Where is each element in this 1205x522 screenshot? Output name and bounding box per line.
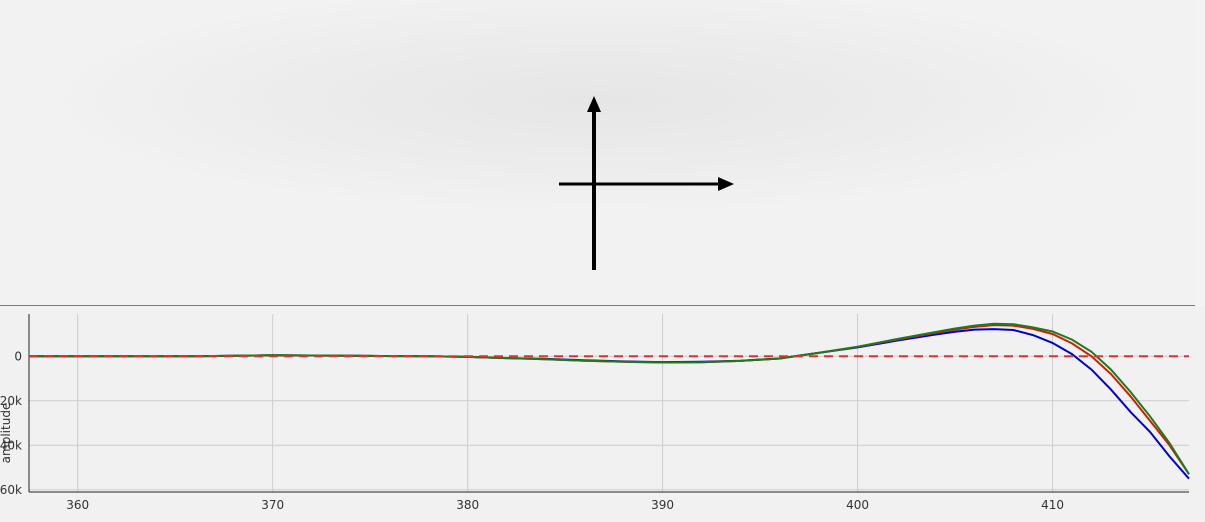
viewport-pane[interactable]	[0, 0, 1195, 305]
series-line-green	[29, 322, 1190, 475]
x-tick-label: 370	[261, 498, 284, 512]
pane-divider[interactable]	[0, 305, 1195, 306]
chart-pane[interactable]: 360 370 380 390 400 410 0 20k 40k 60k amplitude	[0, 306, 1205, 522]
y-tick-label: 60k	[0, 483, 22, 497]
y-axis-label: amplitude	[0, 403, 13, 464]
x-tick-label: 360	[66, 498, 89, 512]
gizmo-right-arrow-icon[interactable]	[718, 177, 734, 191]
chart-grid	[29, 314, 1189, 492]
y-tick-label: 20k	[0, 394, 22, 408]
chart-axes	[28, 314, 1189, 493]
transform-gizmo[interactable]	[0, 0, 1195, 305]
x-tick-label: 400	[846, 498, 869, 512]
x-tick-label: 410	[1041, 498, 1064, 512]
y-tick-label: 40k	[0, 438, 22, 452]
x-tick-label: 390	[651, 498, 674, 512]
series-line-red	[29, 324, 1190, 475]
y-tick-label: 0	[14, 349, 22, 363]
x-tick-label: 380	[456, 498, 479, 512]
chart-series-group	[29, 322, 1190, 480]
amplitude-chart[interactable]: 360 370 380 390 400 410 0 20k 40k 60k amplitude	[0, 306, 1205, 522]
gizmo-up-arrow-icon[interactable]	[587, 96, 601, 112]
series-line-blue	[29, 328, 1190, 480]
chart-tick-labels: 360 370 380 390 400 410 0 20k 40k 60k	[0, 349, 1064, 512]
